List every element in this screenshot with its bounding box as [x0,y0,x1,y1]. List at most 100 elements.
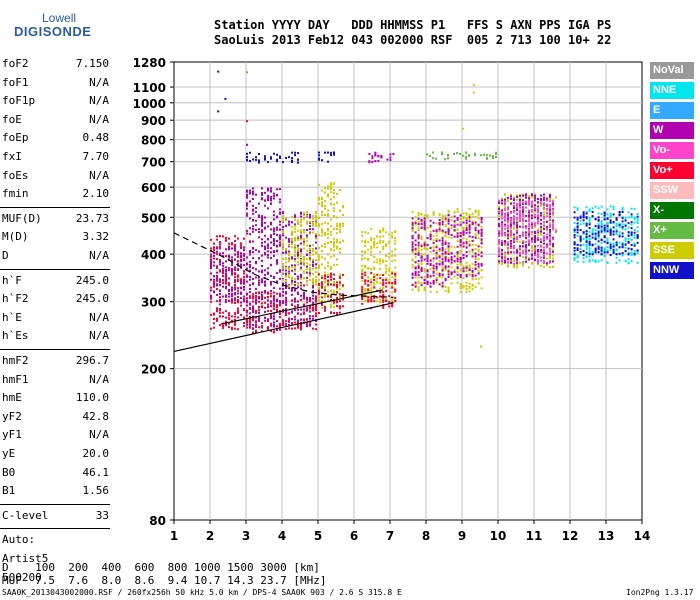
echo-point [456,232,459,235]
echo-point [297,253,299,256]
echo-point [267,272,269,275]
echo-point [333,301,335,304]
echo-point [285,273,287,276]
echo-point [379,235,382,238]
echo-point [225,324,227,327]
echo-point [249,278,251,281]
echo-point [606,208,609,211]
echo-point [534,241,536,244]
echo-point [388,256,391,259]
echo-point [342,224,344,227]
echo-point [435,265,438,268]
echo-cluster-17 [498,199,557,265]
echo-point [474,209,477,212]
isolated-echo-5 [246,143,248,146]
echo-point [240,281,242,284]
echo-point [501,197,503,200]
echo-point [513,227,515,230]
echo-point [303,271,305,274]
echo-point [435,229,438,232]
echo-point [252,319,254,322]
echo-point [336,311,338,314]
echo-point [438,226,441,229]
echo-point [630,213,633,216]
echo-point [429,219,432,222]
echo-point [219,247,221,250]
echo-point [234,258,236,261]
echo-point [435,238,438,241]
echo-point [288,239,290,242]
echo-point [276,158,278,161]
param-d-0-key: hmF2 [2,354,29,367]
echo-point [516,261,518,264]
echo-point [513,257,515,260]
echo-point [414,272,417,275]
echo-point [213,254,215,257]
echo-point [388,278,391,281]
echo-point [261,231,263,234]
echo-point [546,233,548,236]
echo-point [549,255,551,258]
echo-point [522,226,524,229]
echo-point [507,221,509,224]
echo-point [573,252,576,255]
echo-point [552,257,554,260]
echo-point [537,205,539,208]
echo-point [444,219,447,222]
echo-point [480,228,483,231]
echo-point [258,311,260,314]
echo-point [273,238,275,241]
echo-point [291,151,293,154]
echo-point [432,267,435,270]
echo-point [273,305,275,308]
echo-point [309,320,311,323]
echo-point [367,290,370,293]
echo-point [471,267,474,270]
echo-point [231,264,233,267]
echo-point [501,211,503,214]
echo-point [300,218,302,221]
echo-point [309,244,311,247]
echo-point [382,286,385,289]
echo-point [297,292,299,295]
echo-point [324,285,326,288]
echo-point [249,227,251,230]
echo-point [543,210,545,213]
echo-point [429,235,432,238]
echo-point [219,252,221,255]
echo-point [327,281,329,284]
echo-point [432,221,435,224]
echo-point [291,231,293,234]
echo-point [603,229,606,232]
echo-point [543,265,545,268]
echo-point [459,218,462,221]
echo-point [219,303,221,306]
echo-point [537,261,539,264]
echo-point [603,247,606,250]
echo-point [510,245,512,248]
echo-point [459,224,462,227]
echo-point [426,153,428,156]
echo-point [303,296,305,299]
echo-point [327,265,329,268]
echo-point [312,263,314,266]
echo-point [324,199,326,202]
echo-point [300,281,302,284]
echo-point [453,152,455,155]
echo-point [385,278,388,281]
echo-point [621,253,624,256]
echo-point [468,250,471,253]
echo-point [417,289,420,292]
echo-point [438,255,441,258]
echo-point [333,245,335,248]
echo-point [579,215,582,218]
echo-point [303,291,305,294]
echo-point [315,307,317,310]
echo-point [240,291,242,294]
echo-point [243,246,245,249]
echo-point [552,260,554,263]
echo-point [543,260,545,263]
echo-point [480,242,483,245]
echo-point [276,272,278,275]
echo-point [600,248,603,251]
